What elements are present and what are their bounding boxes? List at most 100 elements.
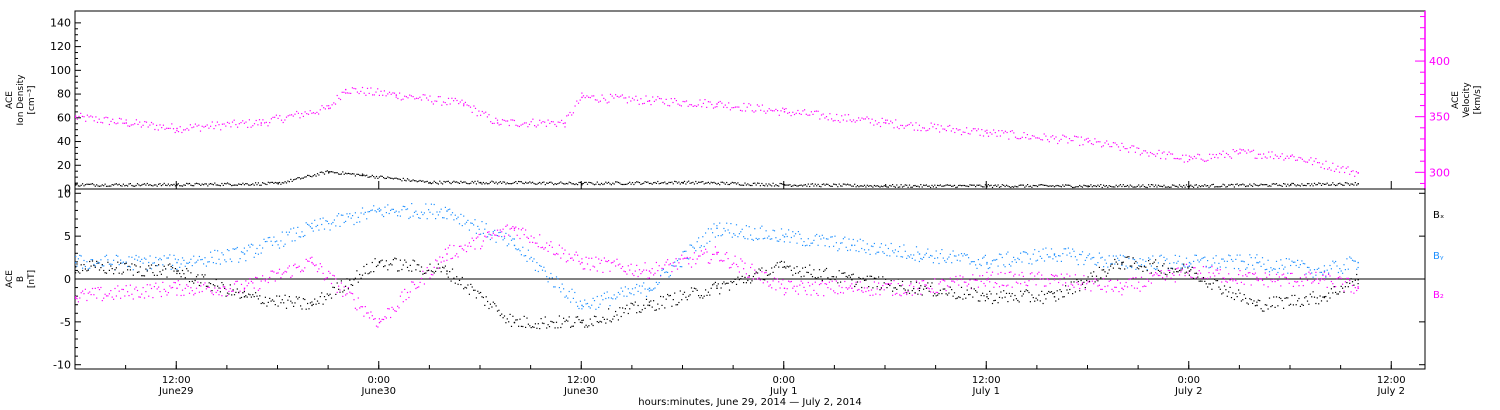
velocity-series-point bbox=[291, 114, 293, 116]
by-series-point bbox=[712, 232, 714, 234]
bx-series-point bbox=[1086, 279, 1088, 282]
bx-series-point bbox=[1316, 297, 1318, 299]
velocity-series-point bbox=[316, 111, 318, 113]
bx-series-point bbox=[1245, 297, 1247, 299]
bx-series-point bbox=[657, 303, 659, 305]
by-series-point bbox=[966, 254, 968, 256]
by-series-point bbox=[617, 291, 619, 294]
by-series-point bbox=[942, 257, 944, 259]
bx-series-point bbox=[953, 292, 956, 294]
velocity-series-point bbox=[297, 112, 299, 114]
by-series-point bbox=[893, 252, 895, 254]
density-series-point bbox=[824, 184, 826, 186]
bx-series-point bbox=[752, 275, 754, 278]
density-series-point bbox=[356, 173, 358, 175]
density-series-point bbox=[685, 183, 687, 185]
bz-series-point bbox=[195, 287, 198, 289]
density-series-point bbox=[1050, 185, 1053, 187]
velocity-series-point bbox=[1345, 167, 1347, 169]
density-series-point bbox=[515, 181, 517, 183]
bz-series-point bbox=[1138, 281, 1140, 283]
by-series-point bbox=[105, 254, 108, 256]
bx-series-point bbox=[998, 296, 1001, 298]
by-series-point bbox=[499, 231, 501, 233]
by-series-point bbox=[795, 233, 797, 235]
density-series-point bbox=[813, 185, 815, 187]
bx-series-point bbox=[75, 272, 77, 274]
bz-series-point bbox=[714, 246, 716, 248]
bx-series-point bbox=[158, 264, 160, 266]
velocity-series-point bbox=[868, 118, 870, 120]
density-series-point bbox=[149, 184, 151, 186]
bx-series-point bbox=[816, 278, 818, 280]
density-series-point bbox=[993, 185, 995, 187]
density-series-point bbox=[353, 173, 355, 175]
bx-series-point bbox=[930, 285, 932, 287]
density-series-point bbox=[1024, 186, 1026, 188]
bx-series-point bbox=[1073, 281, 1075, 283]
density-series-point bbox=[899, 186, 901, 188]
bx-series-point bbox=[357, 281, 359, 283]
density-series-point bbox=[1239, 184, 1241, 186]
by-series-datum bbox=[986, 261, 988, 264]
bx-series-point bbox=[1198, 280, 1200, 282]
bx-series-point bbox=[523, 315, 525, 317]
density-series-point bbox=[748, 184, 750, 186]
density-series-point bbox=[103, 185, 105, 187]
by-series-point bbox=[143, 257, 146, 259]
by-series-point bbox=[994, 259, 996, 261]
density-series-point bbox=[339, 173, 341, 175]
density-series-point bbox=[463, 181, 465, 183]
density-series-point bbox=[809, 185, 811, 188]
bz-series-point bbox=[255, 276, 257, 278]
bz-series-point bbox=[374, 318, 376, 320]
density-series-point bbox=[969, 184, 971, 186]
bx-series-point bbox=[1093, 271, 1095, 273]
density-series-point bbox=[914, 184, 916, 187]
by-series-point bbox=[558, 287, 560, 289]
density-series-point bbox=[606, 182, 608, 184]
by-series-point bbox=[1107, 266, 1109, 268]
by-series-point bbox=[354, 212, 356, 214]
density-series-point bbox=[941, 185, 943, 187]
bx-series-point bbox=[1330, 288, 1332, 290]
bz-series-point bbox=[1160, 270, 1162, 272]
bz-series-point bbox=[271, 270, 274, 272]
by-series-point bbox=[602, 299, 604, 301]
by-series-point bbox=[1219, 266, 1221, 268]
bx-series-point bbox=[96, 260, 98, 262]
velocity-series-point bbox=[375, 91, 377, 93]
density-series-point bbox=[887, 186, 889, 188]
density-series-point bbox=[847, 183, 849, 185]
bx-series-point bbox=[617, 319, 619, 321]
by-series-point bbox=[1105, 262, 1107, 264]
density-series-point bbox=[210, 183, 212, 185]
bx-series-point bbox=[1149, 263, 1151, 265]
bz-series-point bbox=[1222, 277, 1224, 279]
bx-series-point bbox=[285, 307, 288, 309]
density-series-point bbox=[1319, 182, 1321, 185]
bz-series-point bbox=[650, 272, 652, 274]
bz-series-datum bbox=[378, 321, 381, 324]
bz-series-point bbox=[692, 258, 694, 260]
density-series-point bbox=[1320, 184, 1323, 186]
density-series-point bbox=[879, 186, 881, 188]
bx-series-point bbox=[77, 271, 79, 273]
bx-series-point bbox=[111, 268, 113, 270]
by-series-point bbox=[242, 251, 244, 254]
bx-series-point bbox=[1308, 303, 1310, 305]
bx-series-point bbox=[723, 281, 725, 283]
density-series-point bbox=[1190, 184, 1192, 186]
bz-series-point bbox=[879, 294, 881, 296]
bx-series-point bbox=[141, 275, 143, 277]
bz-series-point bbox=[540, 247, 542, 249]
bz-series-point bbox=[240, 283, 243, 285]
by-series-point bbox=[1132, 258, 1134, 260]
bz-series-point bbox=[1259, 278, 1261, 280]
bx-series-point bbox=[420, 266, 423, 268]
by-series-point bbox=[790, 236, 792, 239]
bx-series-point bbox=[475, 297, 477, 299]
by-series-point bbox=[886, 254, 888, 257]
density-series-point bbox=[733, 182, 735, 184]
density-series-point bbox=[446, 180, 448, 183]
